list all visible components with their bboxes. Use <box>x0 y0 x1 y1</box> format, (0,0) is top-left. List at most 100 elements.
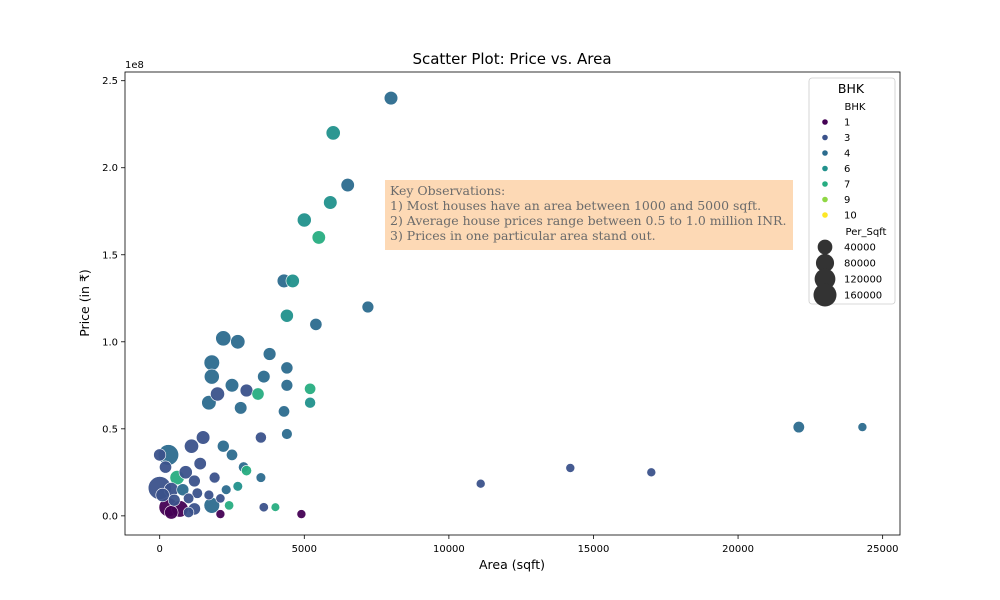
legend-hue-marker <box>822 196 828 203</box>
data-point <box>285 273 300 288</box>
legend-hue-marker <box>822 165 828 172</box>
legend-title: BHK <box>838 81 865 96</box>
y-offset-label: 1e8 <box>125 60 144 71</box>
data-point <box>258 502 269 513</box>
data-point <box>203 354 220 371</box>
data-point <box>278 405 290 418</box>
data-point <box>281 428 293 440</box>
data-point <box>215 509 226 519</box>
legend-hue-label: 7 <box>844 180 850 191</box>
legend-size-title: Per_Sqft <box>846 227 887 238</box>
y-tick-label: 2.0 <box>102 163 118 174</box>
data-point <box>234 401 248 415</box>
data-point <box>159 460 172 474</box>
data-point <box>251 387 265 401</box>
x-tick-label: 5000 <box>292 544 317 555</box>
data-point <box>215 493 226 504</box>
data-point <box>340 178 355 193</box>
data-point <box>230 334 246 350</box>
data-point <box>565 463 576 473</box>
data-point <box>224 378 240 393</box>
data-point <box>208 471 221 484</box>
data-point <box>280 379 294 392</box>
data-point <box>646 467 657 478</box>
legend-hue-label: 9 <box>844 195 850 206</box>
x-tick-label: 0 <box>157 544 163 555</box>
data-point <box>183 492 195 504</box>
data-point <box>241 465 252 477</box>
legend: BHK BHK 1 3 4 6 7 9 10 Per_Sqft 40000 80000 1200… <box>808 77 896 307</box>
data-point <box>153 448 167 462</box>
data-point <box>262 347 277 361</box>
legend-hue-label: 3 <box>844 133 850 144</box>
data-point <box>239 383 254 398</box>
legend-hue-label: 4 <box>844 149 850 160</box>
legend-hue-entries: 1 3 4 6 7 9 10 <box>822 118 857 222</box>
data-point <box>196 430 211 445</box>
data-point <box>215 330 232 347</box>
data-point <box>164 505 179 520</box>
data-point <box>203 368 220 385</box>
data-point <box>226 448 238 461</box>
x-axis-ticks: 0 5000 10000 15000 20000 25000 <box>157 535 899 555</box>
annotation-background <box>385 180 793 250</box>
data-point <box>270 502 281 512</box>
data-points <box>147 91 868 520</box>
legend-size-entries: 40000 80000 120000 160000 <box>813 239 882 307</box>
legend-hue-marker <box>822 134 828 141</box>
annotation-line: 2) Average house prices range between 0.… <box>390 213 786 228</box>
y-tick-label: 2.5 <box>102 76 118 87</box>
x-tick-label: 15000 <box>578 544 610 555</box>
legend-size-label: 80000 <box>844 259 876 270</box>
legend-size-label: 40000 <box>844 243 876 254</box>
data-point <box>361 300 375 314</box>
annotation-line: 1) Most houses have an area between 1000… <box>390 198 761 213</box>
legend-size-marker <box>815 253 835 273</box>
annotation-line: Key Observations: <box>390 183 505 198</box>
data-point <box>311 230 326 245</box>
data-point <box>193 457 207 471</box>
data-point <box>257 370 271 384</box>
data-point <box>203 489 215 501</box>
legend-hue-title: BHK <box>845 102 866 113</box>
x-tick-label: 20000 <box>722 544 754 555</box>
legend-size-marker <box>813 283 837 307</box>
legend-size-marker <box>817 239 833 255</box>
data-point <box>296 509 307 519</box>
data-point <box>383 91 399 106</box>
data-point <box>176 483 190 497</box>
annotation-box: Key Observations: 1) Most houses have an… <box>385 180 793 250</box>
x-tick-label: 10000 <box>433 544 465 555</box>
legend-hue-marker <box>822 181 828 187</box>
legend-size-label: 160000 <box>844 291 882 302</box>
legend-hue-label: 1 <box>844 118 850 129</box>
data-point <box>296 212 312 228</box>
data-point <box>255 431 267 444</box>
data-point <box>255 472 267 483</box>
data-point <box>167 493 181 507</box>
data-point <box>184 438 199 454</box>
data-point <box>304 382 317 395</box>
legend-size-marker <box>814 268 836 290</box>
y-tick-label: 0.0 <box>102 511 118 522</box>
legend-hue-label: 10 <box>844 211 857 222</box>
y-tick-label: 1.5 <box>102 250 118 261</box>
x-tick-label: 25000 <box>867 544 899 555</box>
legend-hue-marker <box>822 150 828 156</box>
data-point <box>232 481 243 492</box>
data-point <box>224 500 235 511</box>
data-point <box>178 465 193 480</box>
data-point <box>309 317 323 331</box>
data-point <box>188 474 201 488</box>
x-axis-label: Area (sqft) <box>479 557 545 572</box>
chart-title: Scatter Plot: Price vs. Area <box>412 50 611 68</box>
y-tick-label: 0.5 <box>102 424 118 435</box>
legend-hue-marker <box>822 119 828 125</box>
data-point <box>191 487 203 499</box>
plot-area <box>124 71 901 536</box>
data-point <box>323 195 338 210</box>
legend-hue-marker <box>822 212 828 218</box>
y-axis-label: Price (in ₹) <box>77 269 92 337</box>
legend-size-label: 120000 <box>844 275 882 286</box>
